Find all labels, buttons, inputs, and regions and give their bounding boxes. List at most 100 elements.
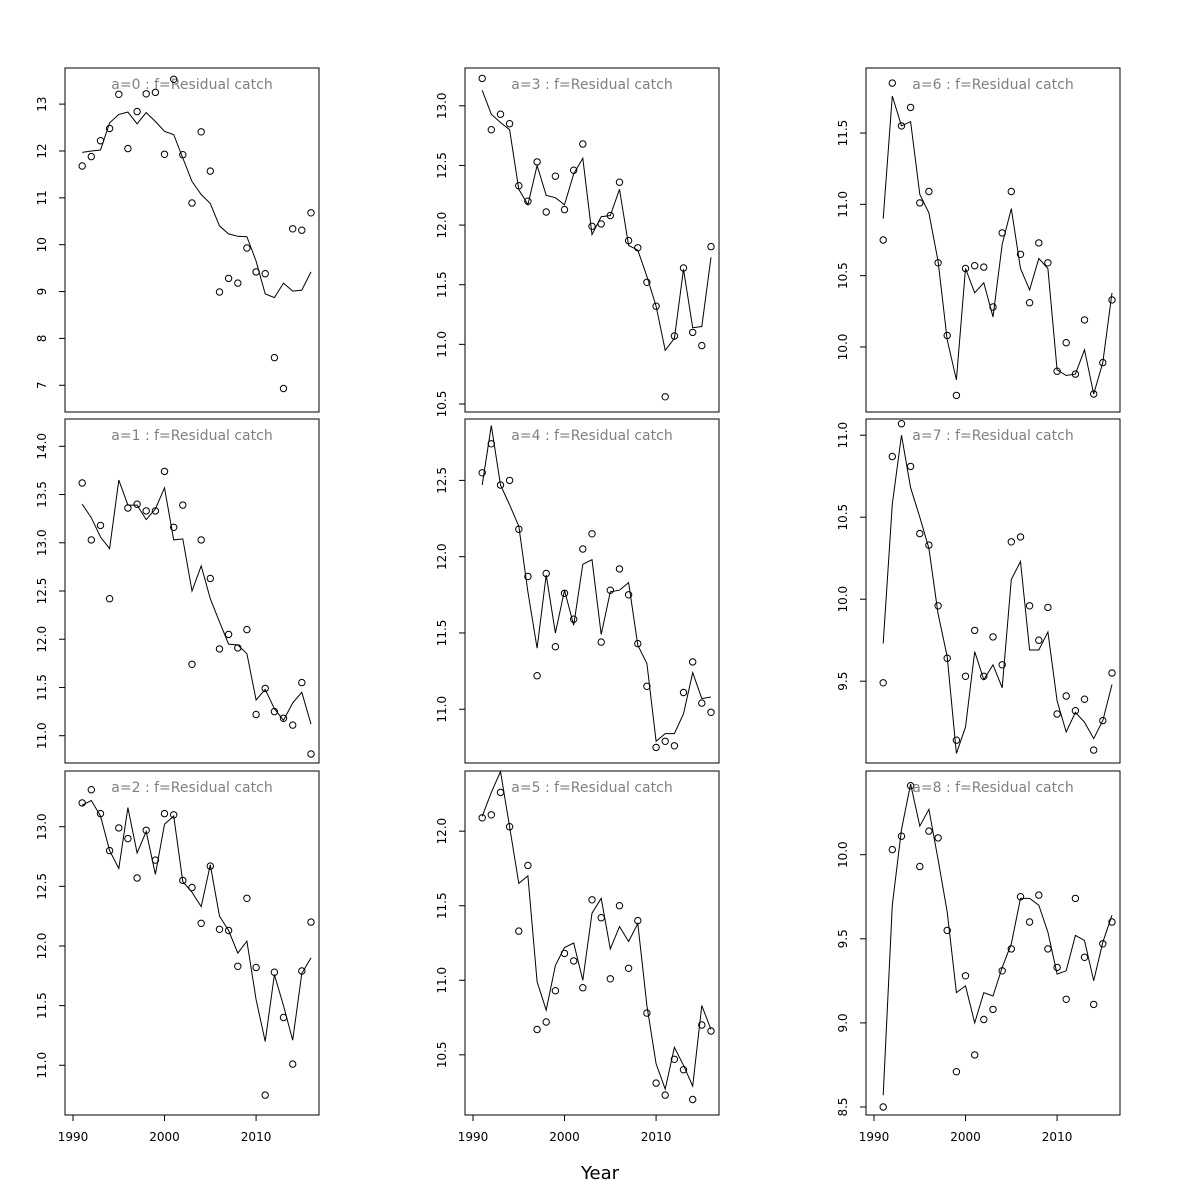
y-tick-label: 9 bbox=[35, 288, 49, 296]
observed-point bbox=[261, 1091, 269, 1099]
observed-point bbox=[661, 737, 669, 745]
y-tick-label: 10.0 bbox=[836, 334, 850, 361]
observed-point bbox=[570, 615, 578, 623]
observed-point bbox=[551, 172, 560, 180]
observed-point bbox=[925, 541, 933, 549]
observed-point bbox=[1071, 894, 1080, 903]
observed-point bbox=[989, 1005, 997, 1014]
observed-point bbox=[142, 507, 150, 515]
x-axis-label: Year bbox=[580, 1163, 620, 1184]
y-tick-label: 12.0 bbox=[35, 933, 49, 960]
observed-point bbox=[634, 639, 642, 648]
observed-point bbox=[224, 630, 233, 639]
observed-point bbox=[879, 679, 887, 687]
observed-point bbox=[906, 103, 915, 112]
observed-point bbox=[478, 74, 486, 83]
fitted-line bbox=[481, 425, 712, 743]
y-tick-label: 9.5 bbox=[836, 929, 850, 948]
y-tick-label: 11.0 bbox=[35, 722, 49, 749]
observed-point bbox=[652, 743, 660, 752]
panel-title: a=6 : f=Residual catch bbox=[912, 77, 1073, 93]
observed-point bbox=[505, 476, 514, 485]
observed-point bbox=[615, 565, 624, 573]
observed-point bbox=[487, 811, 495, 819]
observed-point bbox=[505, 823, 514, 831]
panel-frame bbox=[865, 770, 1121, 1116]
observed-point bbox=[897, 420, 906, 428]
observed-point bbox=[515, 525, 523, 533]
observed-point bbox=[197, 536, 205, 544]
observed-point bbox=[117, 419, 120, 420]
observed-point bbox=[560, 589, 569, 597]
observed-point bbox=[234, 644, 242, 652]
y-tick-label: 9.0 bbox=[836, 1013, 850, 1032]
observed-point bbox=[87, 786, 96, 794]
observed-point bbox=[188, 199, 196, 207]
panel-data bbox=[478, 771, 715, 1104]
observed-point bbox=[579, 140, 587, 148]
observed-point bbox=[634, 244, 642, 252]
panel-title: a=1 : f=Residual catch bbox=[111, 428, 272, 444]
observed-point bbox=[142, 826, 150, 834]
observed-point bbox=[916, 529, 924, 538]
observed-point bbox=[1071, 370, 1080, 378]
fitted-line bbox=[481, 771, 712, 1091]
observed-point bbox=[1099, 716, 1107, 725]
observed-point bbox=[496, 788, 505, 797]
observed-point bbox=[179, 876, 187, 885]
panel-frame bbox=[865, 67, 1121, 413]
observed-point bbox=[980, 263, 988, 271]
observed-point bbox=[989, 633, 997, 641]
panel: a=0 : f=Residual catch 7 8 9 10 11 12 13 bbox=[35, 67, 320, 413]
fitted-line bbox=[82, 111, 312, 299]
observed-point bbox=[888, 79, 896, 87]
observed-point bbox=[579, 545, 587, 553]
x-tick-label: 1990 bbox=[859, 1130, 890, 1144]
observed-point bbox=[1035, 239, 1043, 247]
fitted-line bbox=[882, 95, 1113, 395]
y-tick-label: 11.5 bbox=[836, 120, 850, 147]
observed-point bbox=[115, 90, 123, 99]
x-tick-label: 1990 bbox=[458, 1130, 489, 1144]
observed-point bbox=[643, 1009, 651, 1017]
y-tick-label: 12.5 bbox=[35, 873, 49, 900]
y-tick-label: 11.0 bbox=[836, 191, 850, 218]
observed-point bbox=[279, 714, 288, 722]
observed-point bbox=[1108, 296, 1116, 304]
observed-point bbox=[643, 682, 651, 690]
observed-point bbox=[943, 331, 951, 340]
observed-point bbox=[670, 1055, 679, 1064]
observed-point bbox=[998, 661, 1006, 669]
observed-point bbox=[197, 919, 205, 927]
observed-point bbox=[487, 440, 495, 448]
observed-point bbox=[689, 658, 697, 666]
observed-point bbox=[206, 574, 215, 583]
y-tick-label: 10.5 bbox=[836, 262, 850, 289]
observed-point bbox=[624, 591, 633, 599]
fitted-line bbox=[481, 90, 712, 352]
y-tick-label: 11.5 bbox=[435, 271, 449, 298]
observed-point bbox=[478, 814, 486, 822]
panel: a=3 : f=Residual catch 10.5 11.0 11.5 12.0 12… bbox=[435, 67, 720, 417]
observed-point bbox=[615, 178, 624, 186]
observed-point bbox=[971, 262, 979, 270]
y-tick-label: 13.5 bbox=[35, 481, 49, 508]
observed-point bbox=[270, 968, 279, 976]
observed-point bbox=[698, 699, 706, 707]
observed-point bbox=[179, 501, 187, 509]
y-tick-label: 7 bbox=[35, 381, 49, 389]
x-tick-label: 2010 bbox=[1042, 1130, 1073, 1144]
observed-point bbox=[679, 688, 688, 697]
observed-point bbox=[952, 1068, 961, 1076]
y-tick-label: 8.5 bbox=[836, 1097, 850, 1116]
observed-point bbox=[888, 452, 896, 461]
observed-point bbox=[133, 874, 141, 882]
observed-point bbox=[170, 811, 178, 819]
observed-point bbox=[243, 625, 251, 634]
observed-point bbox=[505, 120, 514, 128]
fitted-line bbox=[882, 783, 1113, 1096]
observed-point bbox=[279, 384, 288, 393]
observed-point bbox=[151, 856, 160, 864]
observed-point bbox=[533, 672, 541, 680]
